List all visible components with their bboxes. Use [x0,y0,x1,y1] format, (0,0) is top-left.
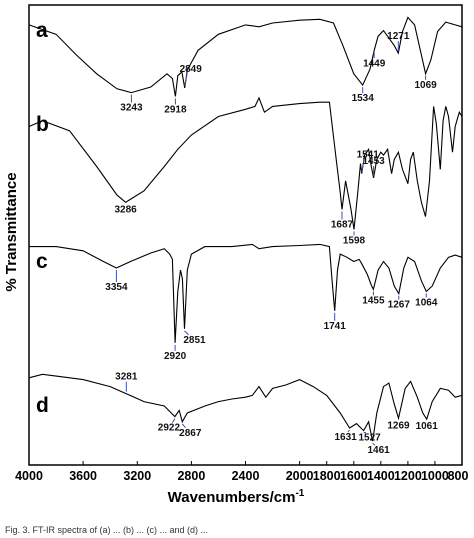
peak-marker-d-2922 [172,418,176,423]
spectrum-line-b [28,96,463,230]
peak-label-a-2849: 2849 [180,64,203,75]
spectrum-line-d [28,373,463,442]
x-tick-label-3600: 3600 [69,469,97,483]
x-tick-label-2800: 2800 [177,469,205,483]
x-tick-label-1800: 1800 [313,469,341,483]
peak-label-b-1687: 1687 [331,219,354,230]
figure-caption-fragment: Fig. 3. FT-IR spectra of (a) ... (b) ...… [5,525,208,535]
peak-label-d-3281: 3281 [115,372,138,383]
panel-label-c: c [36,250,48,273]
peak-label-b-1598: 1598 [343,235,366,246]
peak-label-d-1631: 1631 [334,432,357,443]
peak-label-c-1267: 1267 [388,300,411,311]
x-tick-label-1400: 1400 [367,469,395,483]
y-axis-title: % Transmittance [3,172,20,291]
peak-label-d-1061: 1061 [416,421,439,432]
x-tick-label-1000: 1000 [421,469,449,483]
x-tick-label-3200: 3200 [123,469,151,483]
panel-label-b: b [36,113,49,136]
plot-frame [28,4,463,466]
peak-label-b-1453: 1453 [362,156,385,167]
peak-label-a-2918: 2918 [164,104,187,115]
peak-marker-c-2851 [184,330,189,336]
peak-label-b-3286: 3286 [114,204,137,215]
peak-label-c-2851: 2851 [183,335,206,346]
spectrum-line-a [28,16,463,97]
peak-marker-b-1541 [361,159,365,172]
x-axis-title-superscript: -1 [295,488,304,499]
x-tick-label-800: 800 [448,469,469,483]
peak-label-c-2920: 2920 [164,351,187,362]
peak-label-d-1527: 1527 [358,433,381,444]
x-tick-label-1600: 1600 [340,469,368,483]
peak-label-d-2922: 2922 [158,423,181,434]
peak-marker-d-1461 [372,442,376,446]
panel-label-d: d [36,394,49,417]
x-tick-label-4000: 4000 [15,469,43,483]
x-tick-label-2000: 2000 [286,469,314,483]
peak-label-c-1455: 1455 [362,295,385,306]
spectra-group: a 3243 2918 2849 1534 1449 1271 1069 b 3286 1687 15… [28,16,463,456]
peak-label-a-1449: 1449 [363,58,386,69]
peak-marker-d-1631 [347,429,350,433]
peak-label-d-1269: 1269 [387,420,410,431]
peak-marker-a-2849 [184,73,188,86]
peak-label-b-1541: 1541 [357,150,380,161]
peak-label-a-1271: 1271 [387,31,410,42]
x-axis-ticks: 4000 3600 3200 2800 2400 2000 1800 1600 1400 1200… [15,461,468,483]
spectrum-line-c [29,243,463,343]
panel-label-a: a [36,19,48,42]
x-tick-label-1200: 1200 [394,469,422,483]
peak-label-c-1741: 1741 [324,321,347,332]
peak-label-a-1069: 1069 [414,80,437,91]
peak-label-c-1064: 1064 [415,298,438,309]
peak-label-d-1461: 1461 [367,445,390,456]
peak-label-d-2867: 2867 [179,428,202,439]
x-axis-title: Wavenumbers/cm-1 [168,488,305,506]
peak-label-c-3354: 3354 [105,282,128,293]
peak-marker-d-2867 [181,423,186,429]
x-tick-label-2400: 2400 [232,469,260,483]
peak-label-a-3243: 3243 [120,103,143,114]
peak-label-a-1534: 1534 [352,93,375,104]
